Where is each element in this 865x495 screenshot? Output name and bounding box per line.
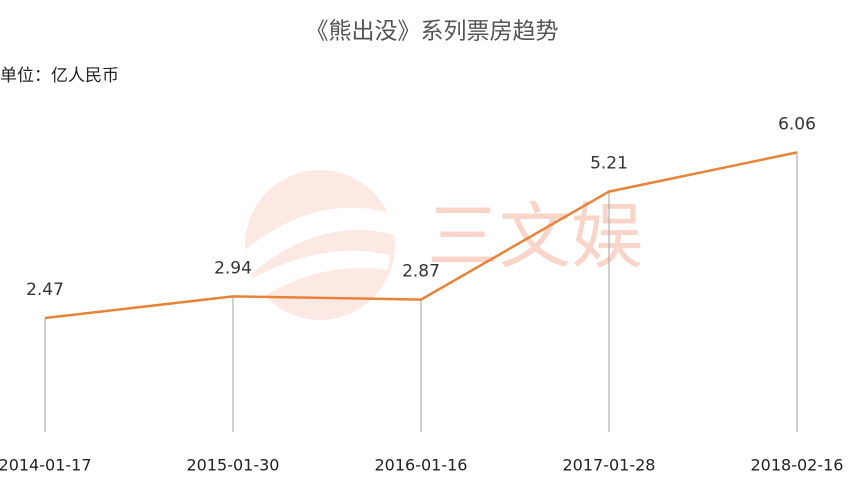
watermark: 三文娱 (427, 195, 643, 279)
chart-title: 《熊出没》系列票房趋势 (306, 19, 559, 45)
x-tick-label: 2016-01-16 (375, 456, 468, 475)
x-tick-label: 2014-01-17 (0, 456, 91, 475)
x-tick-label: 2015-01-30 (187, 456, 280, 475)
x-tick-label: 2017-01-28 (563, 456, 656, 475)
data-label: 2.94 (214, 258, 252, 278)
data-label: 6.06 (778, 114, 816, 134)
x-tick-label: 2018-02-16 (751, 456, 844, 475)
unit-label: 单位：亿人民币 (0, 66, 119, 86)
watermark-logo (245, 170, 395, 320)
data-label: 2.47 (26, 280, 64, 300)
data-label: 5.21 (590, 154, 628, 174)
data-label: 2.87 (402, 262, 440, 282)
plot: 2014-01-17 2015-01-30 2016-01-16 2017-01-28… (0, 114, 843, 474)
line (44, 151, 798, 320)
